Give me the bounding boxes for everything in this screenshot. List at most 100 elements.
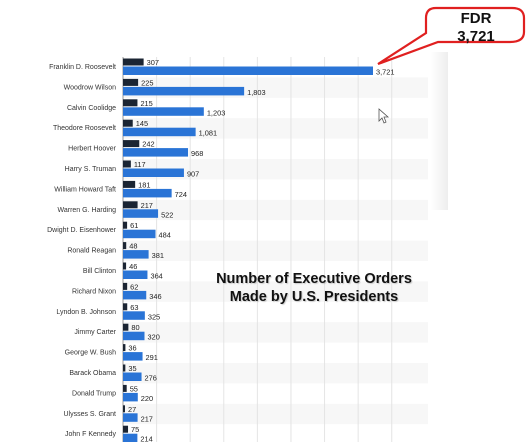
value-label-series1: 215 (140, 99, 152, 108)
bar-series1 (123, 119, 133, 127)
bar-series2 (123, 433, 138, 442)
bar-series2 (123, 127, 196, 137)
bar-series2 (123, 372, 142, 381)
bar-series1 (123, 282, 128, 290)
bar-series2 (123, 86, 245, 96)
bar-series1 (123, 425, 129, 433)
president-label: Lyndon B. Johnson (56, 309, 116, 316)
value-label-series1: 27 (128, 405, 136, 414)
bar-series2 (123, 188, 172, 198)
bar-series2 (123, 209, 159, 218)
president-label: Barack Obama (69, 370, 116, 377)
bar-series1 (123, 221, 128, 229)
value-label-series2: 325 (148, 312, 160, 321)
president-label: John F Kennedy (65, 431, 116, 438)
row-stripe (123, 240, 428, 261)
value-label-series2: 484 (159, 231, 171, 240)
value-label-series2: 276 (145, 374, 157, 383)
bar-series1 (123, 323, 129, 331)
value-label-series2: 214 (140, 435, 152, 442)
bar-series1 (123, 180, 136, 188)
value-label-series1: 61 (130, 221, 138, 230)
value-label-series1: 225 (141, 78, 153, 87)
row-stripe (123, 159, 428, 180)
bar-series2 (123, 66, 373, 75)
row-stripe (123, 118, 428, 139)
value-label-series2: 364 (150, 272, 162, 281)
president-label: Theodore Roosevelt (53, 125, 116, 132)
bar-series2 (123, 413, 138, 422)
president-label: Calvin Coolidge (67, 105, 116, 112)
gridlines (122, 57, 393, 442)
value-label-series1: 117 (134, 160, 146, 169)
president-label: Warren G. Harding (58, 207, 117, 214)
panel-shadow (430, 52, 448, 210)
value-label-series2: 320 (147, 333, 159, 342)
value-label-series1: 63 (130, 303, 138, 312)
value-label-series2: 381 (152, 251, 164, 260)
bar-series1 (123, 140, 140, 148)
bar-series2 (123, 270, 148, 279)
row-stripe (123, 281, 428, 302)
bar-series1 (123, 78, 139, 86)
president-label: Franklin D. Roosevelt (49, 64, 116, 71)
value-label-series1: 242 (142, 140, 154, 149)
bar-series1 (123, 99, 138, 107)
value-label-series1: 55 (130, 384, 138, 393)
chart-title: Number of Executive Orders Made by U.S. … (216, 271, 412, 305)
bar-series1 (123, 303, 128, 311)
bar-series2 (123, 148, 189, 157)
president-label: Harry S. Truman (65, 166, 116, 173)
bar-series2 (123, 331, 145, 341)
bar-series1 (123, 384, 127, 392)
president-label: Donald Trump (72, 390, 116, 397)
bar-series2 (123, 168, 184, 177)
callout-bubble (377, 6, 526, 66)
fdr-callout: FDR 3,721 (436, 10, 516, 46)
value-label-series2: 3,721 (376, 68, 395, 77)
bar-series2 (123, 352, 143, 361)
bar-series2 (123, 392, 138, 402)
president-label: George W. Bush (65, 350, 116, 357)
president-label: Ulysses S. Grant (63, 411, 116, 418)
bar-series2 (123, 107, 204, 116)
bar-series1 (123, 242, 127, 250)
value-label-series2: 907 (187, 170, 199, 179)
president-label: William Howard Taft (54, 186, 116, 193)
value-label-series1: 35 (128, 364, 136, 373)
president-label: Bill Clinton (83, 268, 116, 275)
value-label-series2: 217 (141, 414, 153, 423)
value-label-series1: 75 (131, 425, 139, 434)
bar-series2 (123, 290, 147, 300)
value-label-series1: 62 (130, 282, 138, 291)
bar-series1 (123, 364, 126, 372)
callout-name: FDR (460, 10, 492, 27)
bar-series1 (123, 201, 138, 209)
value-label-series1: 48 (129, 242, 137, 251)
row-stripe (123, 322, 428, 343)
bars-layer (123, 58, 373, 442)
labels-layer: Franklin D. Roosevelt 307 3,721 Woodrow Wil… (47, 58, 394, 442)
bar-series1 (123, 160, 131, 168)
bar-series1 (123, 344, 126, 352)
value-label-series1: 217 (141, 201, 153, 210)
callout-value: 3,721 (457, 28, 495, 45)
value-label-series2: 1,081 (199, 129, 218, 138)
value-label-series2: 968 (191, 149, 203, 158)
bar-series1 (123, 58, 144, 66)
value-label-series1: 36 (128, 344, 136, 353)
row-stripe (123, 199, 428, 221)
value-label-series1: 307 (147, 58, 159, 67)
arrow-cursor-icon (378, 108, 390, 124)
row-stripe (123, 403, 428, 425)
value-label-series2: 291 (146, 353, 158, 362)
president-label: Dwight D. Eisenhower (47, 227, 117, 234)
president-label: Jimmy Carter (74, 329, 116, 336)
value-label-series1: 80 (131, 323, 139, 332)
bar-series2 (123, 229, 156, 239)
bar-series1 (123, 262, 127, 270)
value-label-series1: 46 (129, 262, 137, 271)
value-label-series1: 181 (138, 180, 150, 189)
value-label-series1: 145 (136, 119, 148, 128)
